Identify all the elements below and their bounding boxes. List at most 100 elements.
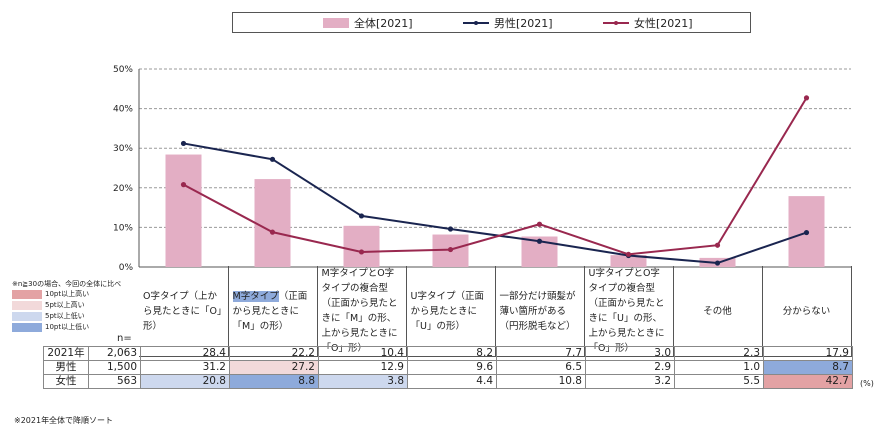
row-n: 1,500: [88, 360, 141, 375]
table-cell: 8.8: [229, 374, 319, 389]
legend-swatch: [463, 18, 489, 28]
legend-swatch: [603, 18, 629, 28]
category-label-text: M字タイプとO字タイプの複合型（正面から見たときに「M」の形、上から見たときに「…: [321, 268, 398, 354]
y-tick-label: 50%: [113, 65, 133, 75]
table-cell: 17.9: [763, 346, 853, 361]
significance-item: 10pt以上低い: [12, 323, 89, 332]
legend-label: 女性[2021]: [634, 17, 693, 30]
significance-swatch: [12, 301, 42, 310]
category-label: M字タイプ（正面から見たときに「M」の形）: [227, 266, 318, 357]
y-tick-label: 40%: [113, 105, 133, 115]
data-table: 2021年 2,063 28.4 22.2 10.4 8.2 7.7 3.0 2.3 17.9 男性…: [43, 346, 853, 389]
line-point: [269, 229, 276, 235]
line-point: [803, 229, 810, 236]
significance-swatch: [12, 290, 42, 299]
legend-item: 全体[2021]: [323, 15, 413, 31]
significance-label: 10pt以上高い: [45, 290, 90, 298]
category-label-text: 一部分だけ頭髪が薄い箇所がある（円形脱毛など）: [499, 290, 576, 332]
legend-label: 男性[2021]: [494, 17, 553, 30]
table-cell: 10.8: [496, 374, 586, 389]
table-cell: 5.5: [674, 374, 764, 389]
category-label-text: U字タイプとO字タイプの複合型（正面から見たときに「U」の形、上から見たときに「…: [588, 268, 665, 354]
significance-label: 5pt以上高い: [45, 301, 85, 309]
line-point: [714, 260, 721, 266]
significance-item: 5pt以上高い: [12, 301, 89, 310]
table-cell: 12.9: [318, 360, 408, 375]
legend-swatch: [323, 18, 349, 28]
category-label: その他: [672, 266, 763, 357]
row-label: 女性: [43, 374, 89, 389]
category-label-text: U字タイプ（正面から見たときに「U」の形）: [410, 290, 484, 332]
category-label: M字タイプとO字タイプの複合型（正面から見たときに「M」の形、上から見たときに「…: [316, 266, 407, 357]
line-point: [358, 249, 365, 255]
table-cell: 2.3: [674, 346, 764, 361]
significance-label: 10pt以上低い: [45, 323, 90, 331]
series-line: [183, 142, 807, 265]
line-point: [180, 182, 187, 188]
significance-note: ※n≧30の場合、今回の全体に比べ: [12, 280, 122, 288]
series-line: [183, 97, 808, 256]
table-cell: 31.2: [140, 360, 230, 375]
line-point: [447, 226, 454, 232]
bar: [343, 225, 380, 267]
category-label-table: O字タイプ（上から見たときに「O」形） M字タイプ（正面から見たときに「M」の形）…: [139, 266, 852, 357]
footnote: ※2021年全体で降順ソート: [14, 416, 114, 425]
legend-label: 全体[2021]: [354, 17, 413, 30]
significance-legend: 10pt以上高い 5pt以上高い 5pt以上低い 10pt以上低い: [12, 290, 89, 334]
category-label: 分からない: [761, 266, 852, 357]
y-tick-label: 20%: [113, 184, 133, 194]
row-label: 2021年: [43, 346, 89, 361]
y-tick-label: 30%: [113, 144, 133, 154]
row-n: 563: [88, 374, 141, 389]
line-point: [536, 221, 543, 227]
category-label: U字タイプ（正面から見たときに「U」の形）: [405, 266, 496, 357]
category-label: 一部分だけ頭髪が薄い箇所がある（円形脱毛など）: [494, 266, 585, 357]
table-cell: 6.5: [496, 360, 586, 375]
table-cell: 3.2: [585, 374, 675, 389]
table-cell: 10.4: [318, 346, 408, 361]
line-point: [536, 238, 543, 244]
line-point: [803, 95, 810, 101]
significance-swatch: [12, 312, 42, 321]
line-point: [269, 156, 276, 162]
significance-item: 5pt以上低い: [12, 312, 89, 321]
table-cell: 27.2: [229, 360, 319, 375]
line-point: [358, 213, 365, 219]
y-tick-label: 10%: [113, 223, 133, 233]
bar: [610, 255, 647, 267]
category-label-text: O字タイプ（上から見たときに「O」形）: [143, 290, 222, 332]
table-row: 女性 563 20.8 8.8 3.8 4.4 10.8 3.2 5.5 42.7: [43, 374, 853, 389]
y-tick-label: 0%: [119, 263, 134, 273]
table-cell: 2.9: [585, 360, 675, 375]
n-label: n=: [117, 333, 132, 344]
table-cell: 1.0: [674, 360, 764, 375]
table-cell: 9.6: [407, 360, 497, 375]
category-label-text: その他: [703, 305, 732, 317]
table-cell: 8.7: [763, 360, 853, 375]
line-point: [625, 251, 632, 257]
table-cell: 22.2: [229, 346, 319, 361]
category-label-text: 分からない: [782, 305, 831, 317]
line-point: [180, 140, 187, 147]
significance-label: 5pt以上低い: [45, 312, 85, 320]
legend-item: 女性[2021]: [603, 15, 693, 31]
table-cell: 8.2: [407, 346, 497, 361]
table-cell: 7.7: [496, 346, 586, 361]
category-label-highlight: M字タイプ: [232, 290, 279, 302]
significance-item: 10pt以上高い: [12, 290, 89, 299]
table-row: 2021年 2,063 28.4 22.2 10.4 8.2 7.7 3.0 2.3 17.9: [43, 346, 853, 361]
legend-item: 男性[2021]: [463, 15, 553, 31]
table-cell: 42.7: [763, 374, 853, 389]
chart-legend: 全体[2021] 男性[2021] 女性[2021]: [232, 12, 751, 33]
row-label: 男性: [43, 360, 89, 375]
line-point: [714, 242, 721, 248]
table-cell: 20.8: [140, 374, 230, 389]
category-label-text: （正面から見たときに「M」の形）: [232, 290, 308, 332]
row-n: 2,063: [88, 346, 141, 361]
table-cell: 3.8: [318, 374, 408, 389]
table-cell: 3.0: [585, 346, 675, 361]
significance-swatch: [12, 323, 42, 332]
bar: [254, 179, 291, 267]
table-row: 男性 1,500 31.2 27.2 12.9 9.6 6.5 2.9 1.0 8.7: [43, 360, 853, 375]
unit-label: (%): [860, 379, 874, 388]
